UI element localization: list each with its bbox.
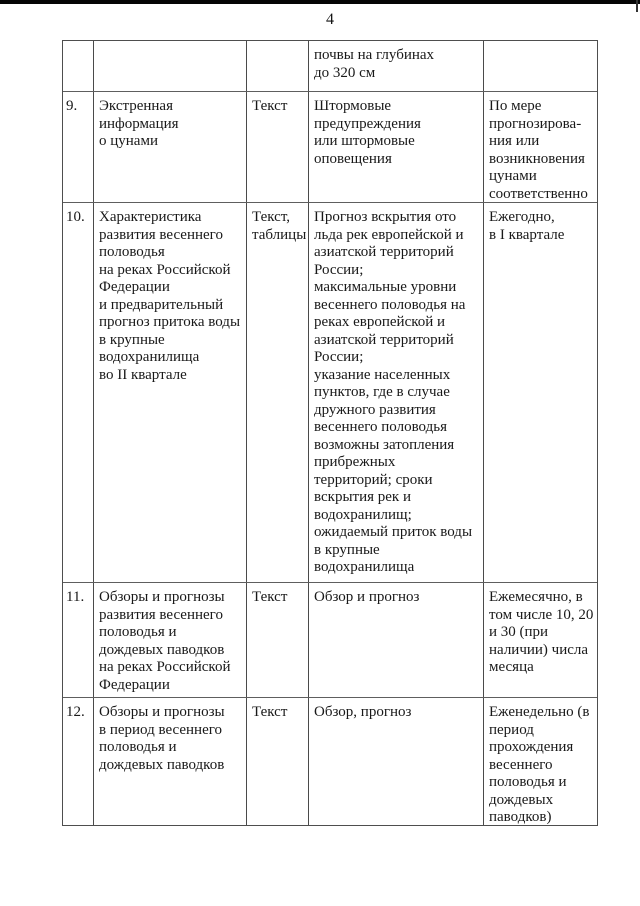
table-row-11: 11. Обзоры и прогнозы развития весеннего… [63, 583, 597, 698]
cell-number: 11. [63, 583, 94, 697]
cell-frequency: Ежемесячно, в том числе 10, 20 и 30 (при… [489, 589, 594, 675]
cell-form: Текст [247, 92, 309, 202]
cell-number: 9. [63, 92, 94, 202]
cell-content: почвы на глубинах до 320 см [309, 41, 484, 91]
cell-title: Характеристика развития весеннего полово… [94, 203, 247, 582]
information-schedule-table: почвы на глубинах до 320 см 9. Экстренна… [62, 40, 598, 826]
cell-title [94, 41, 247, 91]
cell-number: 12. [63, 698, 94, 825]
cell-form: Текст, таблицы [247, 203, 309, 582]
cell-title: Экстренная информация о цунами [94, 92, 247, 202]
scan-edge-bar [0, 0, 640, 4]
table-row-10: 10. Характеристика развития весеннего по… [63, 203, 597, 583]
cell-frequency: Ежегодно, в I квартале [489, 209, 565, 243]
cell-frequency: Еженедельно (в период прохождения весенн… [489, 704, 590, 825]
cell-title: Обзоры и прогнозы развития весеннего пол… [94, 583, 247, 697]
cell-number [63, 41, 94, 91]
cell-form: Текст [247, 698, 309, 825]
cell-frequency: По мере прогнозирова- ния или возникнове… [489, 98, 588, 202]
cell-form [247, 41, 309, 91]
cell-content: Прогноз вскрытия ото льда рек европейско… [309, 203, 484, 582]
table-row-carryover: почвы на глубинах до 320 см [63, 41, 597, 92]
cell-content: Обзор и прогноз [309, 583, 484, 697]
cell-number: 10. [63, 203, 94, 582]
cell-content: Обзор, прогноз [309, 698, 484, 825]
table-row-12: 12. Обзоры и прогнозы в период весеннего… [63, 698, 597, 825]
table-row-9: 9. Экстренная информация о цунами Текст … [63, 92, 597, 203]
cell-content: Штормовые предупреждения или штормовые о… [309, 92, 484, 202]
cell-title: Обзоры и прогнозы в период весеннего пол… [94, 698, 247, 825]
page-number: 4 [326, 11, 334, 28]
cell-form: Текст [247, 583, 309, 697]
scan-edge-tick [636, 0, 638, 12]
cell-frequency [484, 41, 598, 91]
